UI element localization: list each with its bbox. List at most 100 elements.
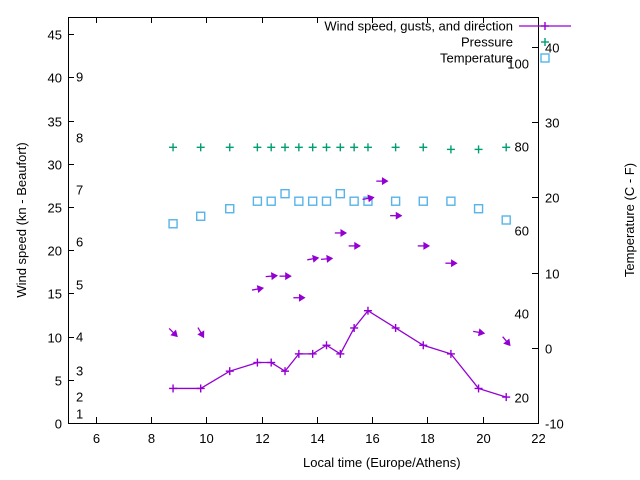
legend-marker-wind: [541, 22, 549, 30]
beaufort-tick-label: 6: [76, 234, 84, 250]
y-left-tick-label: 5: [54, 373, 62, 388]
gust-direction-arrow: [362, 194, 375, 203]
wind-speed-point: [294, 349, 303, 358]
y-right-tick-label: 20: [545, 190, 560, 205]
gust-direction-arrow: [502, 336, 511, 347]
y-left-tick-label: 25: [47, 200, 62, 215]
wind-speed-point: [253, 358, 262, 367]
temperature-point: [196, 211, 206, 221]
temperature-point: [225, 204, 235, 214]
gust-direction-arrow: [168, 327, 178, 338]
wind-speed-point: [267, 358, 276, 367]
pressure-point: [363, 143, 372, 152]
gust-direction-arrow: [473, 328, 486, 337]
y-left-tick-label: 10: [47, 330, 62, 345]
fahrenheit-tick-label: 80: [514, 139, 529, 155]
wind-speed-point: [308, 349, 317, 358]
gust-direction-arrow: [390, 211, 403, 220]
beaufort-tick-label: 5: [76, 277, 84, 293]
y-left-tick-label: 0: [54, 416, 62, 431]
temperature-point: [501, 215, 511, 225]
beaufort-tick-label: 7: [76, 182, 84, 198]
wind-speed-point: [169, 384, 178, 393]
temperature-point: [473, 204, 484, 214]
legend-marker-pressure: [541, 38, 549, 46]
x-tick-label: 22: [531, 431, 546, 446]
y-axis-right-title: Temperature (C - F): [622, 162, 637, 278]
y-left-tick-label: 35: [47, 114, 62, 129]
x-tick-label: 16: [365, 431, 380, 446]
pressure-point: [225, 143, 234, 152]
pressure-point: [267, 143, 276, 152]
wind-speed-point: [336, 349, 345, 358]
legend-label-pressure: Pressure: [460, 34, 513, 50]
gust-direction-arrow: [376, 177, 389, 186]
fahrenheit-tick-label: 20: [514, 390, 529, 406]
gust-direction-arrow: [334, 228, 348, 237]
y-left-tick-label: 15: [47, 286, 62, 301]
y-right-tick-label: 10: [545, 266, 560, 281]
wind-speed-point: [446, 349, 455, 358]
temperature-point: [280, 188, 290, 199]
x-tick-label: 14: [310, 431, 325, 446]
wind-speed-point: [281, 367, 290, 376]
gust-direction-arrow: [265, 272, 278, 281]
pressure-point: [502, 143, 511, 152]
wind-speed-point: [225, 367, 234, 376]
temperature-point: [168, 219, 178, 229]
beaufort-tick-label: 3: [76, 363, 84, 379]
gust-direction-arrow: [307, 254, 320, 263]
fahrenheit-tick-label: 40: [514, 306, 529, 322]
fahrenheit-tick-label: 60: [514, 223, 529, 239]
gust-direction-arrow: [320, 254, 334, 263]
y-right-tick-label: 40: [545, 40, 560, 55]
temperature-point: [307, 196, 318, 206]
pressure-point: [474, 145, 483, 154]
pressure-point: [281, 143, 290, 152]
x-tick-label: 10: [199, 431, 214, 446]
gust-direction-arrow: [293, 293, 306, 302]
wind-speed-point: [322, 341, 331, 350]
pressure-point: [308, 143, 317, 152]
gust-direction-arrow: [417, 241, 431, 250]
wind-speed-point: [196, 384, 205, 393]
x-tick-label: 12: [255, 431, 270, 446]
pressure-point: [253, 143, 262, 152]
pressure-point: [350, 143, 359, 152]
pressure-point: [169, 143, 178, 152]
legend-label-temperature: Temperature: [440, 50, 513, 66]
temperature-point: [252, 196, 263, 206]
wind-speed-point: [419, 341, 428, 350]
beaufort-tick-label: 1: [76, 406, 84, 422]
beaufort-tick-label: 2: [76, 389, 84, 405]
pressure-point: [446, 145, 455, 154]
x-tick-label: 8: [147, 431, 156, 446]
y-left-tick-label: 30: [47, 157, 62, 172]
legend-marker-temperature: [540, 53, 550, 63]
fahrenheit-tick-label: 100: [507, 56, 529, 72]
x-axis-title: Local time (Europe/Athens): [303, 455, 461, 470]
wind-speed-point: [391, 323, 400, 332]
beaufort-tick-label: 4: [76, 329, 84, 345]
temperature-point: [349, 196, 359, 206]
temperature-point: [418, 196, 428, 206]
temperature-point: [446, 196, 456, 206]
wind-speed-point: [502, 393, 511, 402]
y-right-tick-label: 0: [545, 341, 553, 356]
pressure-point: [336, 143, 345, 152]
gust-direction-arrow: [251, 285, 265, 294]
y-axis-left-title: Wind speed (kn - Beaufort): [14, 142, 29, 298]
temperature-point: [321, 196, 332, 206]
y-right-tick-label: 30: [545, 115, 560, 130]
y-left-tick-label: 45: [47, 27, 62, 42]
pressure-point: [322, 143, 331, 152]
temperature-point: [266, 196, 276, 206]
x-tick-label: 18: [420, 431, 435, 446]
wind-speed-point: [474, 384, 483, 393]
gust-direction-arrow: [197, 327, 205, 339]
beaufort-tick-label: 8: [76, 130, 84, 146]
pressure-point: [294, 143, 303, 152]
legend-label-wind: Wind speed, gusts, and direction: [324, 18, 513, 34]
